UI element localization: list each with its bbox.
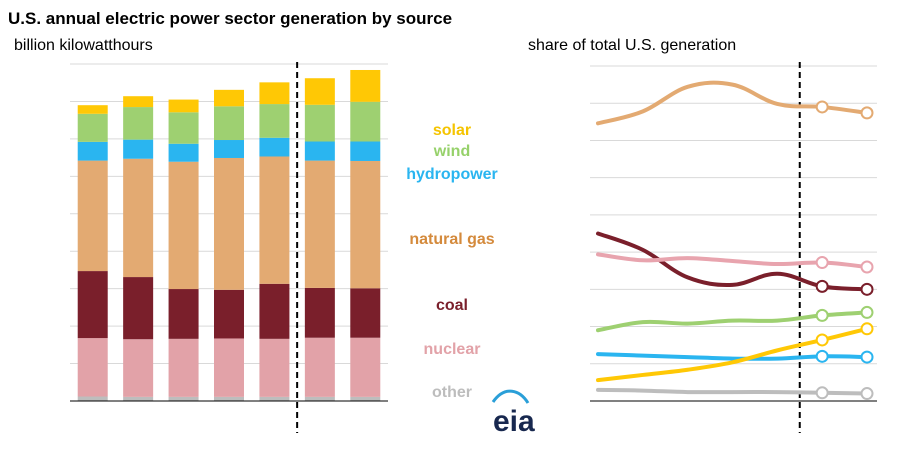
marker-hydropower-2027 (860, 350, 874, 364)
marker-solar-2026 (815, 333, 829, 347)
bar-natural-gas-2025 (259, 156, 290, 284)
bar-other-2023 (168, 396, 199, 401)
bar-wind-2025 (259, 104, 290, 138)
bar-coal-2027 (350, 288, 381, 338)
marker-solar-2027 (860, 322, 874, 336)
bar-nuclear-2023 (168, 338, 199, 397)
legend-hydropower: hydropower (406, 166, 498, 183)
marker-nuclear-2026 (815, 256, 829, 270)
bar-hydropower-2027 (350, 141, 381, 161)
bar-hydropower-2026 (304, 141, 335, 161)
marker-other-2026 (815, 386, 829, 400)
marker-natural-gas-2027 (860, 106, 874, 120)
bar-other-2027 (350, 396, 381, 401)
legend-wind: wind (433, 143, 470, 160)
bar-nuclear-2022 (123, 339, 154, 397)
right-ylabel: share of total U.S. generation (528, 37, 736, 54)
bar-coal-2021 (77, 271, 108, 339)
bar-coal-2025 (259, 283, 290, 339)
bar-nuclear-2027 (350, 337, 381, 397)
bar-other-2026 (304, 396, 335, 401)
bar-other-2024 (214, 396, 244, 401)
bar-natural-gas-2021 (77, 160, 108, 272)
marker-nuclear-2027 (860, 260, 874, 274)
bar-hydropower-2025 (259, 137, 290, 157)
bar-other-2022 (123, 396, 154, 401)
logo-swoosh-icon (491, 389, 530, 404)
bar-natural-gas-2024 (214, 157, 244, 290)
bar-natural-gas-2023 (168, 161, 199, 290)
bar-wind-2027 (350, 101, 381, 142)
marker-coal-2026 (815, 279, 829, 293)
bar-nuclear-2021 (77, 338, 108, 397)
bar-solar-2025 (259, 82, 290, 105)
bar-solar-2027 (350, 69, 381, 102)
logo-text: eia (493, 405, 535, 438)
bar-hydropower-2024 (214, 140, 244, 158)
marker-coal-2027 (860, 282, 874, 296)
marker-wind-2027 (860, 305, 874, 319)
bar-solar-2021 (77, 105, 108, 114)
chart-title: U.S. annual electric power sector genera… (8, 9, 452, 28)
bar-natural-gas-2022 (123, 158, 154, 278)
bar-natural-gas-2026 (304, 160, 335, 288)
marker-natural-gas-2026 (815, 100, 829, 114)
bar-wind-2024 (214, 106, 244, 141)
bar-nuclear-2025 (259, 338, 290, 397)
bar-wind-2022 (123, 107, 154, 140)
bar-nuclear-2026 (304, 337, 335, 397)
bar-other-2025 (259, 396, 290, 401)
bar-hydropower-2022 (123, 139, 154, 159)
right-line-chart (590, 62, 877, 433)
bar-wind-2023 (168, 112, 199, 144)
left-ylabel: billion kilowatthours (14, 37, 153, 54)
marker-wind-2026 (815, 308, 829, 322)
bar-wind-2026 (304, 104, 335, 142)
bar-natural-gas-2027 (350, 160, 381, 289)
bar-wind-2021 (77, 113, 108, 142)
bar-nuclear-2024 (214, 338, 244, 397)
bar-solar-2024 (214, 89, 244, 107)
eia-logo: eia (491, 389, 535, 438)
bar-hydropower-2023 (168, 143, 199, 162)
bar-other-2021 (77, 396, 108, 401)
marker-other-2027 (860, 387, 874, 401)
bar-coal-2024 (214, 289, 244, 339)
legend-nuclear: nuclear (424, 341, 481, 358)
bar-solar-2023 (168, 99, 199, 113)
bar-coal-2026 (304, 287, 335, 338)
bar-coal-2022 (123, 277, 154, 340)
bar-solar-2022 (123, 96, 154, 108)
left-bar-chart (70, 62, 388, 433)
legend-other: other (432, 384, 472, 401)
legend-solar: solar (433, 122, 471, 139)
marker-hydropower-2026 (815, 349, 829, 363)
bar-coal-2023 (168, 289, 199, 339)
legend-coal: coal (436, 297, 468, 314)
legend-natural-gas: natural gas (409, 231, 494, 248)
center-legend: solar wind hydropower natural gas coal n… (406, 122, 498, 401)
bar-hydropower-2021 (77, 141, 108, 161)
bar-solar-2026 (304, 78, 335, 105)
